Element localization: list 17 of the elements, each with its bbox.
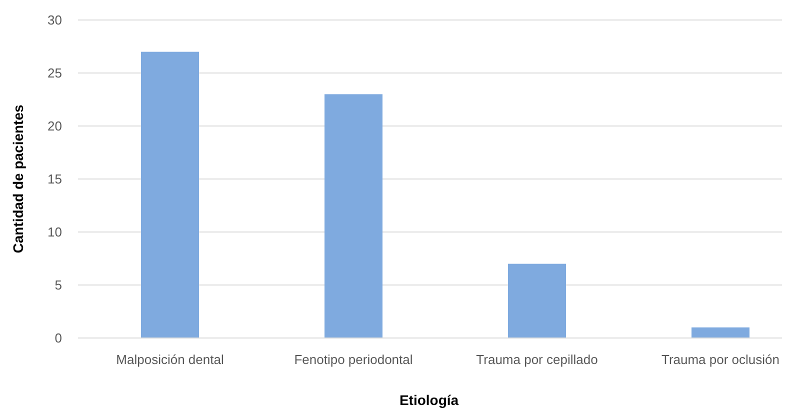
x-tick-label: Fenotipo periodontal [294, 352, 413, 367]
y-tick-label: 25 [48, 66, 62, 81]
y-tick-label: 10 [48, 224, 62, 240]
y-tick-label: 20 [48, 118, 62, 134]
bar [324, 94, 382, 338]
y-axis-title: Cantidad de pacientes [10, 104, 26, 254]
y-tick-label: 0 [54, 330, 62, 346]
bar [508, 264, 566, 338]
x-axis-title: Etiología [399, 392, 459, 408]
y-tick-label: 5 [54, 278, 62, 293]
bar [692, 327, 750, 338]
y-tick-label: 30 [48, 12, 62, 28]
x-tick-label: Trauma por oclusión [661, 352, 780, 367]
bar [141, 52, 199, 338]
x-tick-label: Malposición dental [116, 352, 224, 367]
y-tick-label: 15 [48, 172, 62, 187]
x-tick-label: Trauma por cepillado [476, 352, 598, 367]
